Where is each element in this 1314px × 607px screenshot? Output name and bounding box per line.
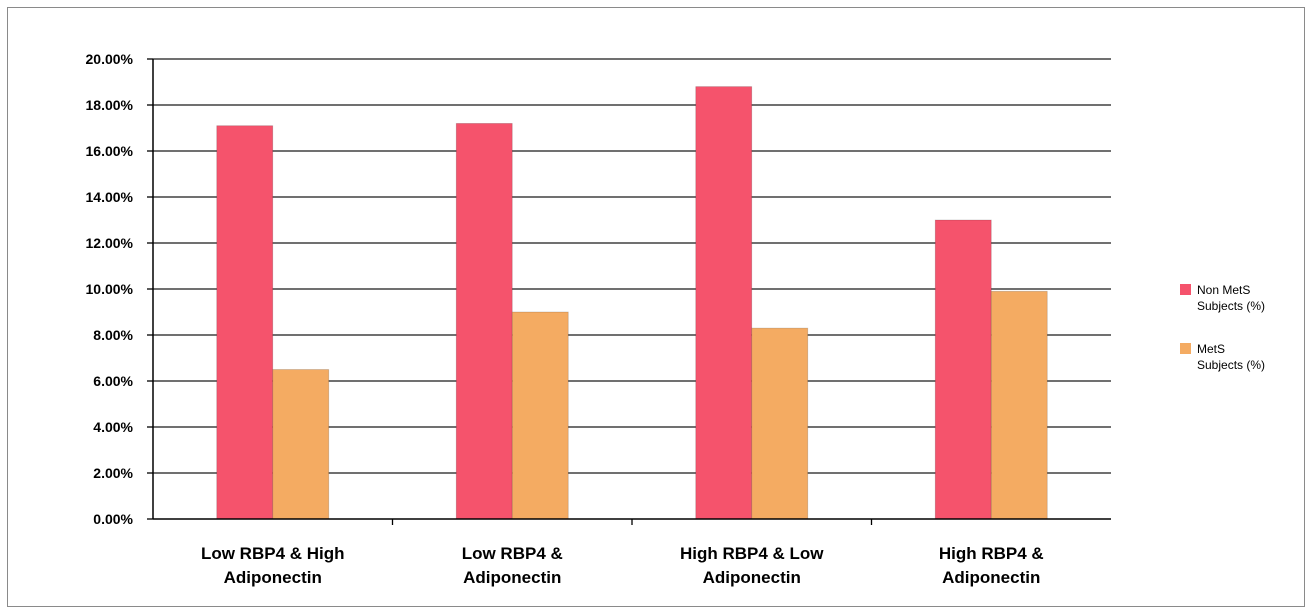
x-category-label: Low RBP4 &: [462, 544, 563, 563]
y-tick-labels: 0.00% 2.00% 4.00% 6.00% 8.00% 10.00% 12.00% 14.…: [86, 51, 134, 527]
bar-mets: [511, 311, 569, 520]
chart-frame: 0.00% 2.00% 4.00% 6.00% 8.00% 10.00% 12.00% 14.…: [7, 7, 1305, 607]
y-tick-label: 16.00%: [86, 143, 134, 159]
y-tick-label: 20.00%: [86, 51, 134, 67]
bar-mets: [272, 369, 330, 520]
y-tick-label: 0.00%: [93, 511, 133, 527]
bar-non-mets: [695, 86, 753, 520]
legend-swatch-mets: [1180, 343, 1191, 354]
bar-non-mets: [216, 125, 274, 520]
y-tick-label: 6.00%: [93, 373, 133, 389]
bar-non-mets: [934, 219, 992, 520]
x-category-label: Adiponectin: [224, 568, 322, 587]
legend-label: MetS: [1197, 342, 1225, 356]
y-tick-label: 14.00%: [86, 189, 134, 205]
x-category-labels: Low RBP4 & High Adiponectin Low RBP4 & Adip…: [201, 544, 1044, 587]
y-tick-label: 8.00%: [93, 327, 133, 343]
y-tick-label: 18.00%: [86, 97, 134, 113]
bar-chart: 0.00% 2.00% 4.00% 6.00% 8.00% 10.00% 12.00% 14.…: [86, 51, 1266, 587]
x-category-label: High RBP4 &: [939, 544, 1044, 563]
y-tick-label: 10.00%: [86, 281, 134, 297]
x-category-label: High RBP4 & Low: [680, 544, 824, 563]
y-tick-label: 12.00%: [86, 235, 134, 251]
legend: Non MetS Subjects (%) MetS Subjects (%): [1180, 283, 1265, 372]
legend-label: Subjects (%): [1197, 299, 1265, 313]
bar-mets: [990, 290, 1048, 520]
legend-swatch-non-mets: [1180, 284, 1191, 295]
bar-mets: [751, 327, 809, 520]
y-tick-label: 2.00%: [93, 465, 133, 481]
x-category-label: Adiponectin: [463, 568, 561, 587]
x-category-label: Adiponectin: [703, 568, 801, 587]
legend-label: Subjects (%): [1197, 358, 1265, 372]
x-category-label: Adiponectin: [942, 568, 1040, 587]
x-category-label: Low RBP4 & High: [201, 544, 345, 563]
legend-label: Non MetS: [1197, 283, 1250, 297]
y-tick-label: 4.00%: [93, 419, 133, 435]
bar-non-mets: [455, 123, 513, 520]
axes: [147, 58, 1111, 525]
